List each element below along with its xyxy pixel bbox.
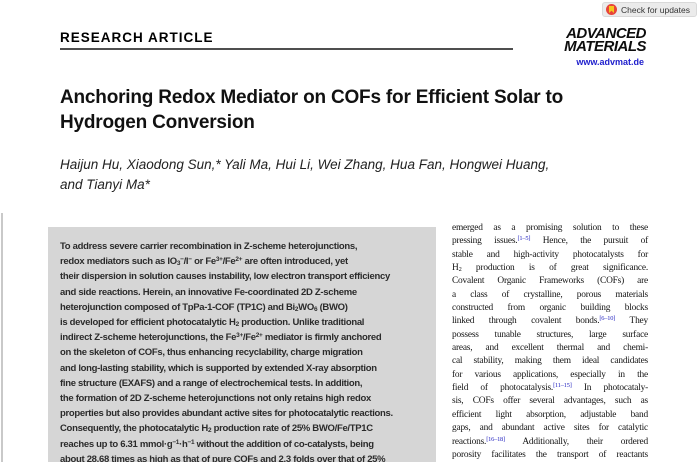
text-line: Consequently, the photocatalytic H2 prod… [60,423,373,435]
crossmark-icon [606,4,618,15]
text-line: and Tianyi Ma* [60,177,150,192]
text-line: H2 production is of great significance. [452,263,648,274]
abstract-box: To address severe carrier recombination … [48,227,436,462]
text-line: the formation of 2D Z-scheme heterojunct… [60,393,371,405]
abstract-text: To address severe carrier recombination … [60,239,430,462]
introduction-column: emerged as a promising solution to these… [452,222,648,462]
check-for-updates-label: Check for updates [621,4,690,15]
text-line: Hydrogen Conversion [60,112,255,133]
text-line: and side reactions. Herein, an innovativ… [60,286,357,298]
text-line: cal stability, making them ideal candida… [452,356,648,367]
text-line: linked through covalent bonds.[6–10] The… [452,315,648,327]
text-line: is developed for efficient photocatalyti… [60,317,365,329]
bookmark-icon [609,6,615,13]
text-line: possess tunable structures, large surfac… [452,329,648,340]
text-line: emerged as a promising solution to these [452,223,648,233]
text-line: a class of crystalline, porous materials [452,289,648,300]
text-line: on the skeleton of COFs, thus enhancing … [60,347,363,359]
text-line: efficient light absorption, adjustable b… [452,409,648,420]
text-line: reaches up to 6.31 mmol·g−1·h−1 without … [60,438,374,450]
journal-logo-line1: ADVANCED [566,25,646,42]
text-line: porosity facilitates the transport of re… [452,449,648,460]
text-line: about 28.68 times as high as that of pur… [60,453,386,462]
paper-title: Anchoring Redox Mediator on COFs for Eff… [60,85,563,135]
text-line: reactions.[16–18] Additionally, their or… [452,435,648,447]
text-line: fine structure (EXAFS) and a range of el… [60,377,363,389]
text-line: heterojunction composed of TpPa-1-COF (T… [60,301,348,313]
text-line: constructed from organic building blocks [452,303,648,314]
text-line: their dispersion in solution causes inst… [60,271,390,283]
section-heading: RESEARCH ARTICLE [60,30,214,45]
header-rule [60,48,513,50]
text-line: redox mediators such as IO3−/I− or Fe3+/… [60,256,348,268]
journal-logo-line2: MATERIALS [564,38,646,55]
text-line: sis, COFs offer several advantages, such… [452,396,648,407]
text-line: field of photocatalysis.[11–15] In photo… [452,382,648,394]
text-line: pressing issues.[1–5] Hence, the pursuit… [452,235,648,247]
text-line: properties but also provides abundant ac… [60,408,393,420]
journal-website-link[interactable]: www.advmat.de [576,57,644,67]
page-edge-line [1,213,3,462]
text-line: areas, and excellent thermal and chemi- [452,343,648,354]
text-line: for various applications, especially in … [452,369,648,380]
text-line: stable and high-activity photocatalysts … [452,249,648,260]
text-line: Anchoring Redox Mediator on COFs for Eff… [60,87,564,108]
check-for-updates-badge[interactable]: Check for updates [602,2,697,17]
text-line: indirect Z-scheme heterojunctions, the F… [60,332,382,344]
text-line: Covalent Organic Frameworks (COFs) are [452,276,648,287]
journal-logo: ADVANCED MATERIALS [564,25,646,55]
text-line: Haijun Hu, Xiaodong Sun,* Yali Ma, Hui L… [60,157,550,172]
text-line: and long-lasting stability, which is sup… [60,362,377,374]
author-list: Haijun Hu, Xiaodong Sun,* Yali Ma, Hui L… [60,155,549,195]
text-line: gaps, and abundant active sites for cata… [452,423,648,434]
text-line: To address severe carrier recombination … [60,241,358,252]
